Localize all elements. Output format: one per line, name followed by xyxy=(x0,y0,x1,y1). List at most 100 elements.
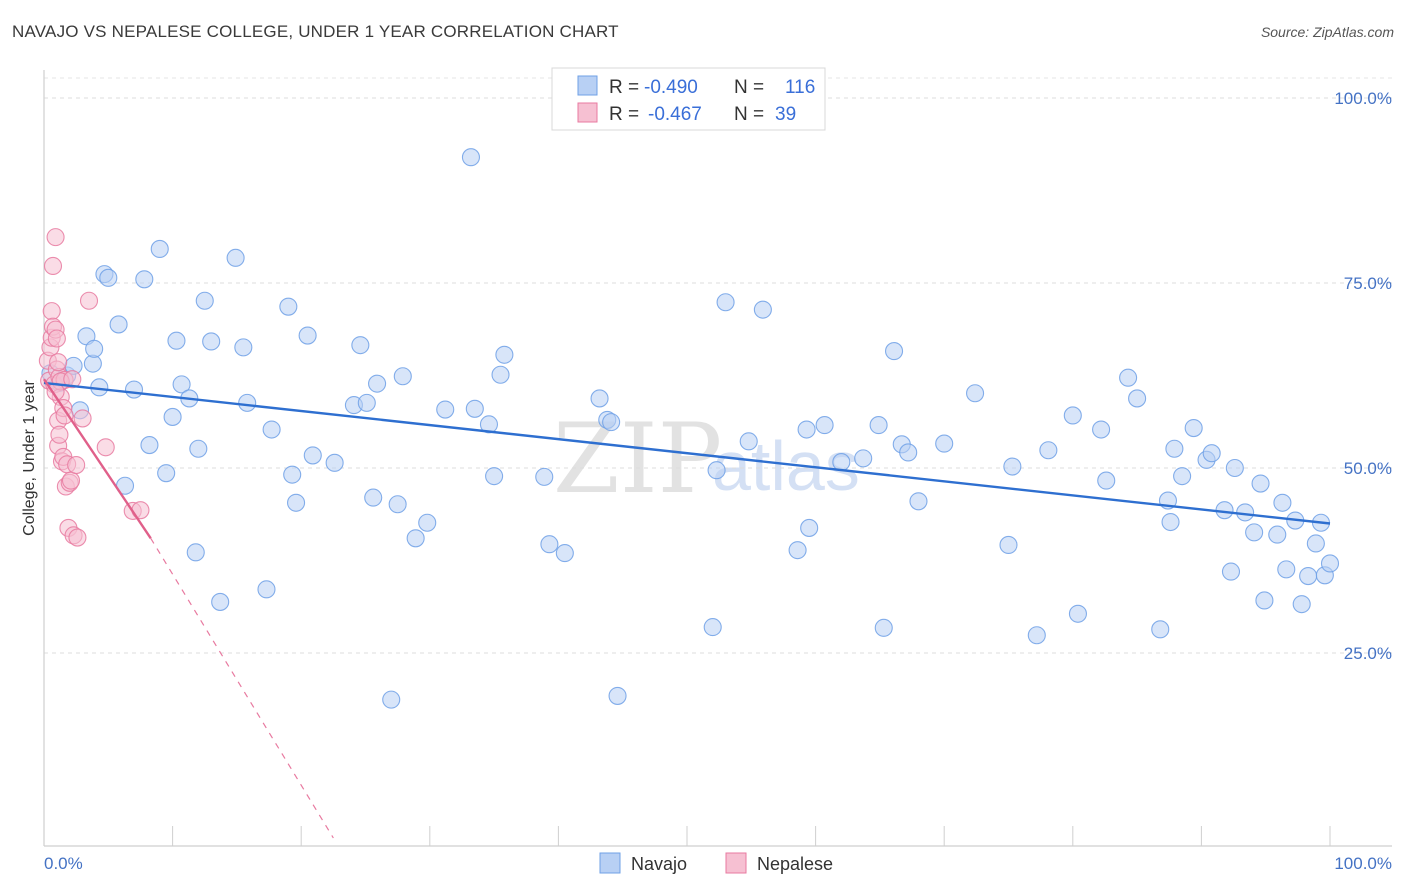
point-navajo xyxy=(172,375,191,394)
watermark-zip: ZIP xyxy=(553,403,722,515)
point-nepalese xyxy=(49,353,68,372)
point-navajo xyxy=(1165,439,1184,458)
point-navajo xyxy=(226,248,245,267)
point-navajo xyxy=(85,339,104,358)
point-navajo xyxy=(788,541,807,560)
point-navajo xyxy=(465,399,484,418)
chart-title: NAVAJO VS NEPALESE COLLEGE, UNDER 1 YEAR… xyxy=(12,22,619,41)
point-navajo xyxy=(1245,523,1264,542)
point-nepalese xyxy=(50,425,69,444)
point-navajo xyxy=(869,416,888,435)
point-navajo xyxy=(461,148,481,167)
point-navajo xyxy=(368,374,387,393)
trendline-nepalese xyxy=(43,378,152,539)
stats-r-value-nepalese: -0.467 xyxy=(648,104,702,125)
point-nepalese xyxy=(73,409,92,428)
point-navajo xyxy=(287,493,306,512)
point-navajo xyxy=(279,297,298,316)
point-navajo xyxy=(1184,418,1203,438)
point-navajo xyxy=(99,268,118,287)
point-navajo xyxy=(186,543,205,562)
point-navajo xyxy=(739,432,758,451)
point-navajo xyxy=(195,291,214,310)
legend-swatch-navajo xyxy=(599,852,621,874)
point-navajo xyxy=(234,338,253,357)
point-navajo xyxy=(1273,493,1292,512)
stats-r-label-nepalese: R = xyxy=(609,104,639,125)
point-nepalese xyxy=(43,256,63,276)
source-credit: Source: ZipAtlas.com xyxy=(1260,24,1394,40)
point-navajo xyxy=(325,453,344,472)
y-tick-labels: 25.0% 50.0% 75.0% 100.0% xyxy=(1334,89,1392,663)
point-navajo xyxy=(1225,458,1244,478)
y-axis-title: College, Under 1 year xyxy=(21,380,38,536)
point-navajo xyxy=(899,443,918,462)
legend-label-navajo: Navajo xyxy=(631,854,687,874)
point-navajo xyxy=(495,345,514,364)
point-navajo xyxy=(406,529,425,548)
point-nepalese xyxy=(61,471,81,490)
point-navajo xyxy=(1003,457,1022,476)
point-navajo xyxy=(388,495,407,514)
point-navajo xyxy=(966,384,985,403)
point-navajo xyxy=(1119,368,1138,387)
point-navajo xyxy=(800,518,819,537)
point-navajo xyxy=(1173,467,1192,486)
point-navajo xyxy=(540,535,559,554)
point-navajo xyxy=(351,336,370,355)
point-navajo xyxy=(393,367,412,386)
point-navajo xyxy=(608,686,627,705)
y-tick-label: 25.0% xyxy=(1344,644,1392,663)
point-navajo xyxy=(202,332,221,351)
point-navajo xyxy=(262,420,281,439)
point-navajo xyxy=(590,389,609,408)
x-ticks xyxy=(43,826,1331,846)
point-navajo xyxy=(189,439,208,458)
x-tick-label-max: 100.0% xyxy=(1334,854,1392,873)
point-nepalese xyxy=(55,406,74,425)
point-navajo xyxy=(1320,554,1340,573)
point-nepalese xyxy=(47,329,66,348)
point-navajo xyxy=(135,270,154,289)
point-navajo xyxy=(1292,595,1311,614)
point-navajo xyxy=(1063,406,1082,425)
point-navajo xyxy=(382,690,401,709)
point-navajo xyxy=(909,492,928,511)
point-navajo xyxy=(1128,389,1147,408)
point-navajo xyxy=(238,393,257,412)
point-navajo xyxy=(716,293,735,312)
point-navajo xyxy=(418,513,437,532)
point-navajo xyxy=(1068,604,1087,623)
point-navajo xyxy=(884,342,904,361)
point-navajo xyxy=(140,436,159,455)
point-nepalese xyxy=(96,438,115,457)
axes xyxy=(43,70,1392,847)
point-navajo xyxy=(1251,474,1270,493)
point-navajo xyxy=(150,239,169,259)
point-navajo xyxy=(124,380,144,399)
point-navajo xyxy=(167,331,186,350)
y-tick-label: 100.0% xyxy=(1334,89,1392,108)
point-navajo xyxy=(1277,560,1296,579)
point-navajo xyxy=(815,416,834,435)
point-navajo xyxy=(1202,444,1221,463)
stats-legend: R = -0.490 N = 116 R = -0.467 N = 39 xyxy=(551,67,826,131)
point-nepalese xyxy=(67,455,86,475)
point-navajo xyxy=(1268,525,1287,544)
legend-swatch-nepalese xyxy=(725,852,747,874)
point-navajo xyxy=(1097,471,1116,490)
point-nepalese xyxy=(79,291,99,310)
point-navajo xyxy=(479,415,499,434)
point-navajo xyxy=(1221,562,1241,581)
y-tick-label: 75.0% xyxy=(1344,274,1392,293)
y-tick-label: 50.0% xyxy=(1344,459,1392,478)
point-navajo xyxy=(364,488,383,507)
point-navajo xyxy=(1161,512,1180,532)
stats-n-value-navajo: 116 xyxy=(785,77,815,98)
legend-label-nepalese: Nepalese xyxy=(757,854,833,874)
stats-swatch-navajo xyxy=(577,75,598,96)
point-navajo xyxy=(357,393,376,412)
point-navajo xyxy=(874,618,893,637)
stats-n-label-nepalese: N = xyxy=(734,104,764,125)
point-navajo xyxy=(1151,620,1170,639)
